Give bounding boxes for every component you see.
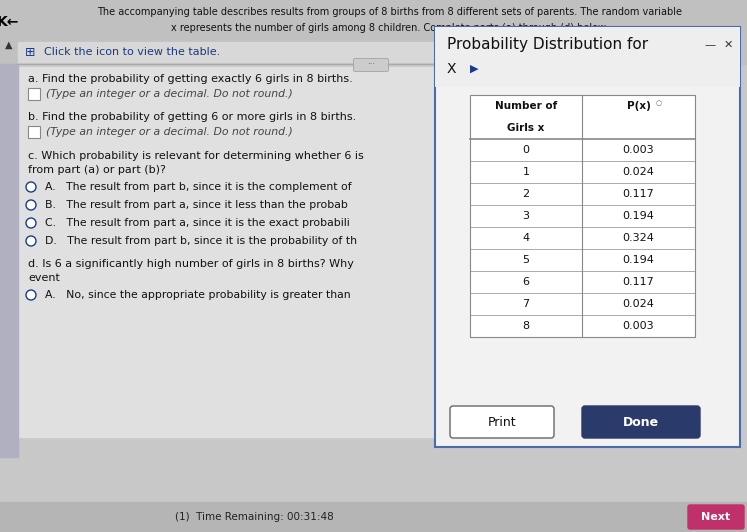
Text: 0: 0 xyxy=(522,145,530,155)
Text: P(x): P(x) xyxy=(627,101,651,111)
Text: Done: Done xyxy=(623,415,659,428)
Text: —: — xyxy=(704,40,716,50)
Bar xyxy=(0,502,747,532)
Circle shape xyxy=(26,290,36,300)
Bar xyxy=(0,64,18,457)
Text: A.   No, since the appropriate probability is greater than: A. No, since the appropriate probability… xyxy=(45,290,350,300)
Text: a. Find the probability of getting exactly 6 girls in 8 births.: a. Find the probability of getting exact… xyxy=(28,74,353,84)
Text: (Type an integer or a decimal. Do not round.): (Type an integer or a decimal. Do not ro… xyxy=(46,127,293,137)
Text: ▲: ▲ xyxy=(5,40,13,50)
Text: event: event xyxy=(28,273,60,283)
Text: 8: 8 xyxy=(522,321,530,331)
Text: 2: 2 xyxy=(522,189,530,199)
Text: ○: ○ xyxy=(655,100,662,106)
Text: ···: ··· xyxy=(367,61,375,70)
Text: 0.024: 0.024 xyxy=(622,299,654,309)
Text: x represents the number of girls among 8 children. Complete parts (a) through (d: x represents the number of girls among 8… xyxy=(172,23,609,33)
Text: Number of: Number of xyxy=(495,101,557,111)
Text: 0.117: 0.117 xyxy=(623,277,654,287)
Text: X: X xyxy=(447,62,456,76)
Text: K←: K← xyxy=(0,15,19,29)
Text: ✕: ✕ xyxy=(723,40,733,50)
Text: 0.024: 0.024 xyxy=(622,167,654,177)
Text: 5: 5 xyxy=(522,255,530,265)
Text: 0.324: 0.324 xyxy=(622,233,654,243)
Text: b. Find the probability of getting 6 or more girls in 8 births.: b. Find the probability of getting 6 or … xyxy=(28,112,356,122)
Text: (1)  Time Remaining: 00:31:48: (1) Time Remaining: 00:31:48 xyxy=(175,512,334,522)
Text: ▶: ▶ xyxy=(470,64,479,74)
Text: 0.194: 0.194 xyxy=(622,255,654,265)
Bar xyxy=(18,42,448,62)
FancyBboxPatch shape xyxy=(450,406,554,438)
Text: 0.003: 0.003 xyxy=(623,145,654,155)
FancyBboxPatch shape xyxy=(353,59,388,71)
Text: 4: 4 xyxy=(522,233,530,243)
Bar xyxy=(28,126,40,138)
Text: 7: 7 xyxy=(522,299,530,309)
Text: D.   The result from part b, since it is the probability of th: D. The result from part b, since it is t… xyxy=(45,236,357,246)
Text: 0.194: 0.194 xyxy=(622,211,654,221)
Text: 1: 1 xyxy=(522,167,530,177)
Text: Click the icon to view the table.: Click the icon to view the table. xyxy=(44,47,220,57)
Text: c. Which probability is relevant for determining whether 6 is: c. Which probability is relevant for det… xyxy=(28,151,364,161)
Text: 0.003: 0.003 xyxy=(623,321,654,331)
Text: (Type an integer or a decimal. Do not round.): (Type an integer or a decimal. Do not ro… xyxy=(46,89,293,99)
Circle shape xyxy=(26,200,36,210)
Text: Probability Distribution for: Probability Distribution for xyxy=(447,37,648,53)
FancyBboxPatch shape xyxy=(582,406,700,438)
Text: 6: 6 xyxy=(522,277,530,287)
Bar xyxy=(435,27,740,87)
Text: A.   The result from part b, since it is the complement of: A. The result from part b, since it is t… xyxy=(45,182,352,192)
FancyBboxPatch shape xyxy=(688,505,744,529)
Text: B.   The result from part a, since it less than the probab: B. The result from part a, since it less… xyxy=(45,200,348,210)
Bar xyxy=(18,67,448,437)
Bar xyxy=(28,88,40,100)
Text: 3: 3 xyxy=(522,211,530,221)
Text: 0.117: 0.117 xyxy=(623,189,654,199)
Text: The accompanying table describes results from groups of 8 births from 8 differen: The accompanying table describes results… xyxy=(98,7,683,17)
Text: Print: Print xyxy=(488,415,516,428)
Bar xyxy=(470,95,695,337)
Text: C.   The result from part a, since it is the exact probabili: C. The result from part a, since it is t… xyxy=(45,218,350,228)
Bar xyxy=(0,0,747,64)
Text: ⊞: ⊞ xyxy=(25,46,35,59)
Circle shape xyxy=(26,182,36,192)
Circle shape xyxy=(26,218,36,228)
Text: Next: Next xyxy=(701,512,731,522)
Circle shape xyxy=(26,236,36,246)
Text: d. Is 6 a significantly high number of girls in 8 births? Why: d. Is 6 a significantly high number of g… xyxy=(28,259,354,269)
Text: from part (a) or part (b)?: from part (a) or part (b)? xyxy=(28,165,166,175)
Bar xyxy=(435,27,740,447)
Text: Girls x: Girls x xyxy=(507,123,545,133)
